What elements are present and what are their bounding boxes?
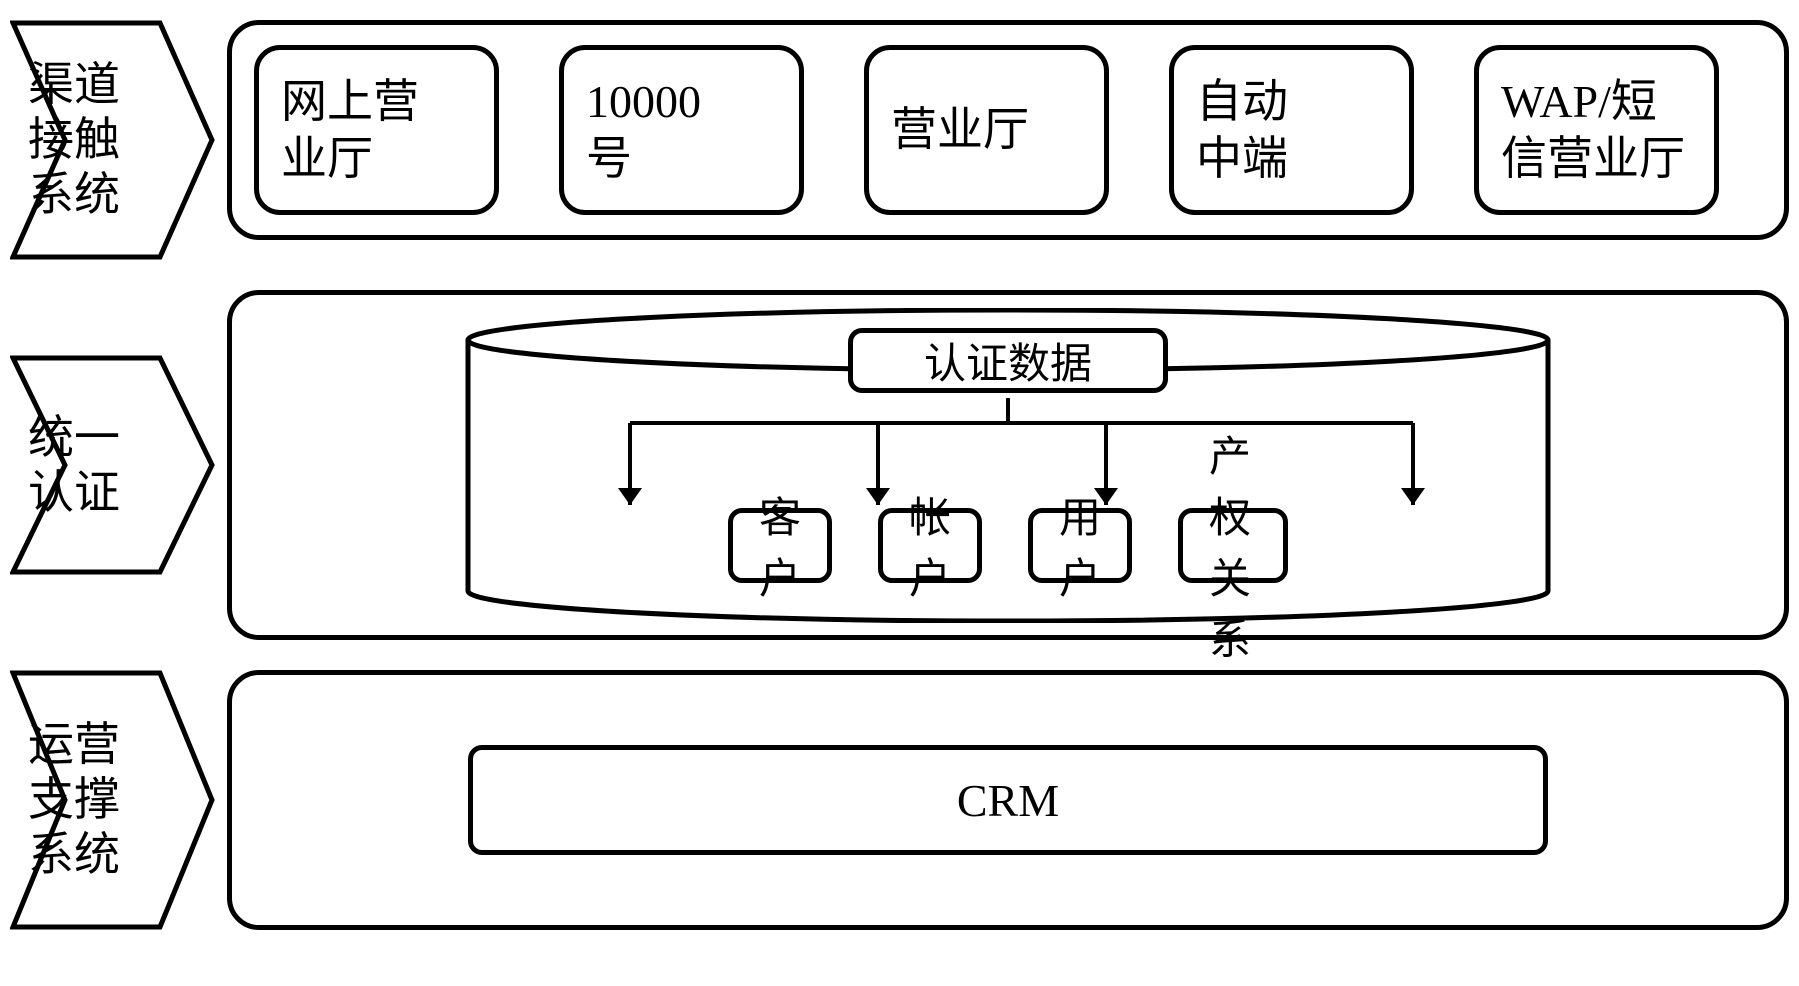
child-label: 产权关系 <box>1209 423 1257 667</box>
row3-panel: CRM <box>227 670 1789 930</box>
crm-box: CRM <box>468 745 1548 855</box>
row-ops-support: 运营 支撑 系统 CRM <box>10 670 1789 930</box>
child-customer: 客户 <box>728 508 832 583</box>
child-account: 帐户 <box>878 508 982 583</box>
row1-label: 渠道 接触 系统 <box>28 57 120 223</box>
channel-label: 网上营 业厅 <box>281 73 419 188</box>
cylinder-database: 认证数据 <box>448 308 1568 623</box>
channel-label: 10000 号 <box>586 73 701 188</box>
crm-label: CRM <box>957 774 1059 827</box>
channel-hall: 营业厅 <box>864 45 1109 215</box>
child-user: 用户 <box>1028 508 1132 583</box>
channel-label: 营业厅 <box>891 101 1029 159</box>
channel-wap-sms: WAP/短 信营业厅 <box>1474 45 1719 215</box>
row2-label: 统一 认证 <box>28 410 120 520</box>
row2-panel: 认证数据 <box>227 290 1789 640</box>
channel-label: WAP/短 信营业厅 <box>1501 73 1685 188</box>
child-label: 帐户 <box>909 484 951 606</box>
child-label: 用户 <box>1059 484 1101 606</box>
row-unified-auth: 统一 认证 认证数据 <box>10 290 1789 640</box>
child-property: 产权关系 <box>1178 508 1288 583</box>
auth-data-box: 认证数据 <box>848 328 1168 393</box>
channel-online-hall: 网上营 业厅 <box>254 45 499 215</box>
label-arrow-ops: 运营 支撑 系统 <box>10 670 215 930</box>
auth-children-row: 客户 帐户 用户 产权关系 <box>728 508 1288 583</box>
auth-data-label: 认证数据 <box>924 330 1092 391</box>
label-arrow-channel: 渠道 接触 系统 <box>10 20 215 260</box>
child-label: 客户 <box>759 484 801 606</box>
channel-10000: 10000 号 <box>559 45 804 215</box>
channel-auto-terminal: 自动 中端 <box>1169 45 1414 215</box>
row3-label: 运营 支撑 系统 <box>28 717 120 883</box>
row1-panel: 网上营 业厅 10000 号 营业厅 自动 中端 WAP/短 信营业厅 <box>227 20 1789 240</box>
row-channel-contact: 渠道 接触 系统 网上营 业厅 10000 号 营业厅 自动 中端 WAP/短 … <box>10 20 1789 260</box>
label-arrow-auth: 统一 认证 <box>10 290 215 640</box>
channel-label: 自动 中端 <box>1196 73 1288 188</box>
